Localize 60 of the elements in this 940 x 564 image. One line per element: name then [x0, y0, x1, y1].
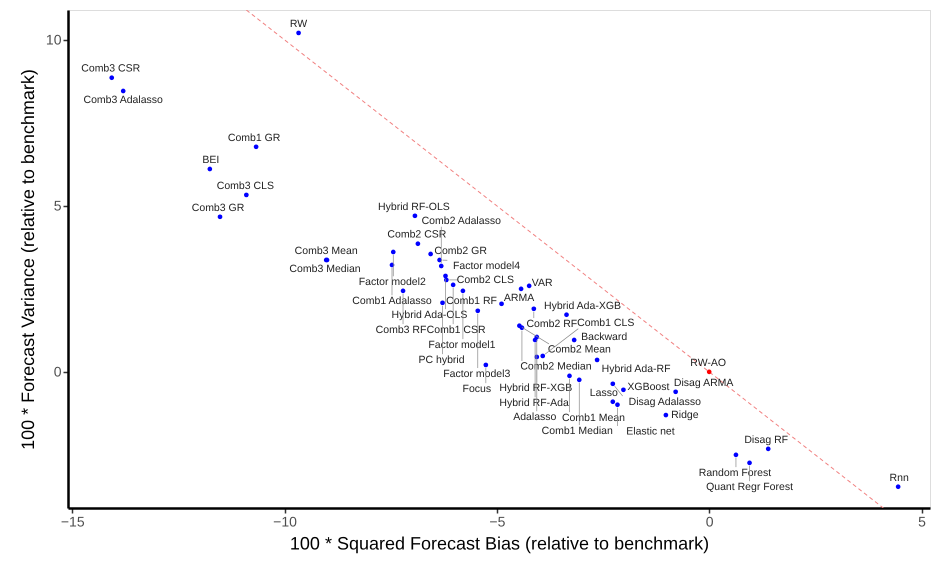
annotation: Random Forest: [698, 466, 772, 479]
annotation: XGBoost: [627, 380, 670, 393]
annotation: Comb1 Median: [542, 424, 614, 437]
annotation: BEI: [202, 154, 220, 166]
annotation: Lasso: [590, 386, 618, 399]
annotation: Comb3 Adalasso: [84, 94, 164, 106]
annotation: VAR: [532, 276, 553, 289]
annotation: Comb3 CLS: [216, 180, 274, 192]
annotation: Quant Regr Forest: [706, 480, 794, 493]
annotation: Hybrid RF-Ada: [499, 397, 569, 410]
annotation: Rnn: [890, 472, 909, 484]
annotation: Disag ARMA: [674, 376, 734, 389]
annotation: Comb2 CLS: [456, 274, 514, 286]
y-axis-title: 100 * Forecast Variance (relative to benchmark): [18, 69, 38, 450]
annotation: Hybrid RF-XGB: [499, 382, 572, 394]
x-tick-label: −15: [60, 514, 85, 530]
annotation: Comb3 GR: [192, 202, 245, 214]
annotation: PC hybrid: [418, 354, 465, 366]
y-tick-label: 5: [54, 197, 62, 214]
annotation: Hybrid Ada-XGB: [544, 300, 622, 312]
annotation: Comb1 Adalasso: [352, 294, 432, 307]
annotation: Comb1 CSR: [426, 324, 486, 336]
annotation: Comb1 Mean: [562, 412, 626, 424]
annotation: Comb3 CSR: [81, 62, 141, 75]
annotation: ARMA: [504, 292, 534, 304]
x-tick-label: −5: [489, 514, 506, 530]
x-tick-label: 5: [918, 514, 926, 530]
annotation: Comb2 CSR: [387, 228, 447, 241]
annotation: Hybrid Ada-OLS: [392, 308, 468, 321]
annotation: Focus: [462, 382, 492, 395]
annotation: Disag Adalasso: [628, 396, 702, 408]
annotation: Ridge: [671, 409, 699, 422]
annotation: Comb2 Median: [520, 360, 592, 373]
annotation: Comb2 Adalasso: [422, 214, 502, 227]
y-tick-label: 0: [54, 363, 62, 380]
x-tick-label: −10: [273, 514, 298, 530]
annotation: Comb3 RF: [376, 324, 426, 336]
annotation: RW-AO: [690, 356, 726, 369]
annotation: Comb1 CLS: [577, 316, 634, 329]
annotation: Factor model3: [443, 368, 510, 380]
x-tick-label: 0: [706, 514, 714, 530]
annotation: Comb3 Mean: [294, 244, 358, 257]
annotation: RW: [290, 18, 308, 30]
annotation: Factor model4: [452, 260, 520, 272]
annotation: Factor model2: [358, 276, 426, 288]
annotation: Elastic net: [626, 426, 675, 438]
y-tick-label: 10: [46, 31, 62, 48]
x-axis-title: 100 * Squared Forecast Bias (relative to benchmark): [290, 534, 710, 554]
annotation: Comb2 RF: [526, 318, 578, 330]
annotation: Comb3 Median: [289, 262, 361, 275]
annotation: Hybrid RF-OLS: [378, 200, 450, 213]
annotation: Comb1 GR: [228, 132, 281, 144]
annotation: Hybrid Ada-RF: [602, 362, 671, 375]
annotation: Disag RF: [744, 434, 788, 446]
annotation: Comb2 GR: [434, 245, 488, 258]
annotation: Comb2 Mean: [548, 344, 612, 356]
annotation: Adalasso: [513, 410, 557, 423]
annotation: Backward: [581, 331, 628, 344]
annotation: Comb1 RF: [446, 294, 497, 307]
annotation: Factor model1: [428, 338, 496, 351]
